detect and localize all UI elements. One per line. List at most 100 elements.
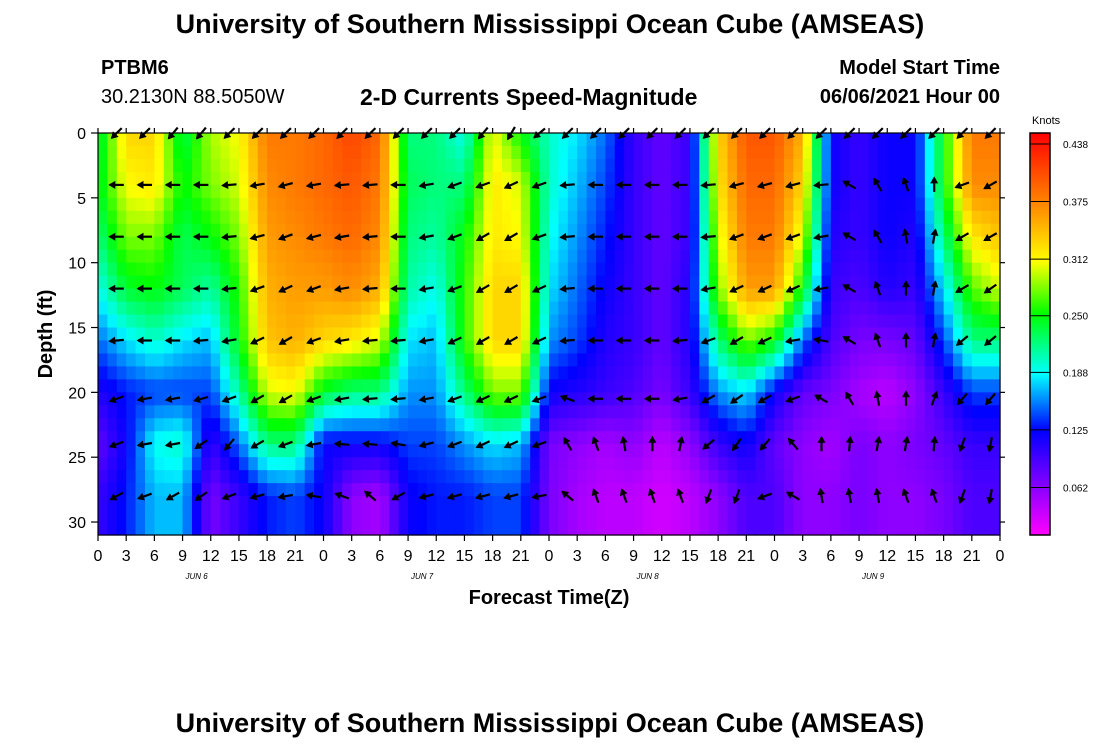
heatmap-cell bbox=[971, 158, 982, 173]
heatmap-cell bbox=[323, 431, 334, 445]
heatmap-cell bbox=[577, 236, 588, 251]
heatmap-cell bbox=[361, 210, 372, 225]
heatmap-cell bbox=[116, 288, 127, 303]
x-tick-label: 18 bbox=[935, 548, 953, 565]
heatmap-cell bbox=[962, 327, 973, 342]
heatmap-cell bbox=[906, 340, 917, 355]
heatmap-cell bbox=[483, 171, 494, 186]
heatmap-cell bbox=[624, 288, 635, 303]
heatmap-cell bbox=[98, 158, 108, 173]
heatmap-cell bbox=[896, 457, 907, 471]
heatmap-cell bbox=[614, 509, 625, 523]
current-arrow bbox=[447, 395, 462, 404]
heatmap-cell bbox=[238, 431, 249, 445]
heatmap-cell bbox=[887, 327, 898, 342]
heatmap-cell bbox=[689, 431, 700, 445]
current-arrow bbox=[986, 489, 995, 505]
heatmap-cell bbox=[182, 301, 193, 316]
heatmap-cell bbox=[887, 418, 898, 432]
heatmap-cell bbox=[238, 158, 249, 173]
heatmap-cell bbox=[191, 444, 202, 458]
heatmap-cell bbox=[191, 379, 202, 393]
current-arrow bbox=[164, 440, 181, 449]
heatmap-cell bbox=[107, 301, 118, 316]
current-arrow bbox=[587, 232, 603, 241]
heatmap-cell bbox=[727, 133, 738, 147]
heatmap-cell bbox=[990, 262, 1001, 277]
heatmap-cell bbox=[492, 275, 503, 290]
heatmap-cell bbox=[849, 262, 860, 277]
heatmap-cell bbox=[868, 288, 879, 303]
heatmap-field bbox=[98, 133, 1001, 536]
heatmap-cell bbox=[502, 262, 513, 277]
heatmap-cell bbox=[624, 496, 635, 510]
heatmap-cell bbox=[802, 379, 813, 393]
heatmap-cell bbox=[953, 171, 964, 186]
day-label: JUN 8 bbox=[636, 572, 660, 581]
heatmap-cell bbox=[126, 197, 137, 212]
heatmap-cell bbox=[586, 197, 597, 212]
heatmap-cell bbox=[924, 171, 935, 186]
heatmap-cell bbox=[783, 457, 794, 471]
heatmap-cell bbox=[220, 249, 231, 264]
heatmap-cell bbox=[830, 171, 841, 186]
heatmap-cell bbox=[727, 327, 738, 342]
heatmap-cell bbox=[549, 457, 559, 471]
heatmap-cell bbox=[342, 197, 353, 212]
heatmap-cell bbox=[605, 379, 616, 393]
current-arrow bbox=[643, 180, 660, 189]
heatmap-cell bbox=[436, 418, 447, 432]
heatmap-cell bbox=[351, 275, 362, 290]
heatmap-cell bbox=[971, 314, 982, 329]
current-arrow bbox=[842, 232, 857, 242]
current-arrow bbox=[164, 284, 181, 293]
heatmap-cell bbox=[934, 405, 945, 419]
heatmap-cell bbox=[201, 301, 212, 316]
heatmap-cell bbox=[549, 145, 559, 160]
heatmap-cell bbox=[116, 262, 127, 277]
heatmap-cell bbox=[163, 353, 174, 368]
heatmap-cell bbox=[840, 249, 851, 264]
heatmap-cell bbox=[774, 275, 785, 290]
heatmap-cell bbox=[595, 496, 606, 510]
heatmap-cell bbox=[295, 223, 306, 238]
heatmap-cell bbox=[661, 314, 672, 329]
heatmap-cell bbox=[285, 431, 296, 445]
heatmap-cell bbox=[285, 366, 296, 380]
heatmap-cell bbox=[210, 405, 221, 419]
heatmap-cell bbox=[718, 133, 729, 147]
heatmap-cell bbox=[370, 405, 381, 419]
heatmap-cell bbox=[173, 236, 184, 251]
heatmap-cell bbox=[821, 483, 832, 497]
current-arrow bbox=[759, 438, 771, 451]
heatmap-cell bbox=[689, 340, 700, 355]
heatmap-cell bbox=[642, 197, 653, 212]
heatmap-cell bbox=[163, 509, 174, 523]
heatmap-cell bbox=[511, 509, 522, 523]
heatmap-cell bbox=[220, 483, 231, 497]
heatmap-cell bbox=[408, 171, 419, 186]
heatmap-cell bbox=[830, 210, 841, 225]
heatmap-cell bbox=[238, 405, 249, 419]
heatmap-cell bbox=[906, 249, 917, 264]
heatmap-cell bbox=[389, 275, 400, 290]
heatmap-cell bbox=[276, 288, 287, 303]
heatmap-cell bbox=[727, 262, 738, 277]
heatmap-cell bbox=[633, 301, 644, 316]
heatmap-cell bbox=[323, 327, 334, 342]
heatmap-cell bbox=[201, 444, 212, 458]
heatmap-cell bbox=[812, 496, 823, 510]
heatmap-cell bbox=[436, 522, 447, 536]
heatmap-cell bbox=[783, 158, 794, 173]
heatmap-cell bbox=[652, 418, 663, 432]
current-arrow bbox=[902, 332, 910, 348]
heatmap-cell bbox=[652, 171, 663, 186]
heatmap-cell bbox=[492, 496, 503, 510]
heatmap-cell bbox=[304, 353, 315, 368]
heatmap-cell bbox=[163, 133, 174, 147]
heatmap-cell bbox=[981, 288, 992, 303]
x-tick-label: 21 bbox=[512, 548, 530, 565]
heatmap-cell bbox=[595, 366, 606, 380]
heatmap-cell bbox=[802, 223, 813, 238]
heatmap-cell bbox=[295, 158, 306, 173]
